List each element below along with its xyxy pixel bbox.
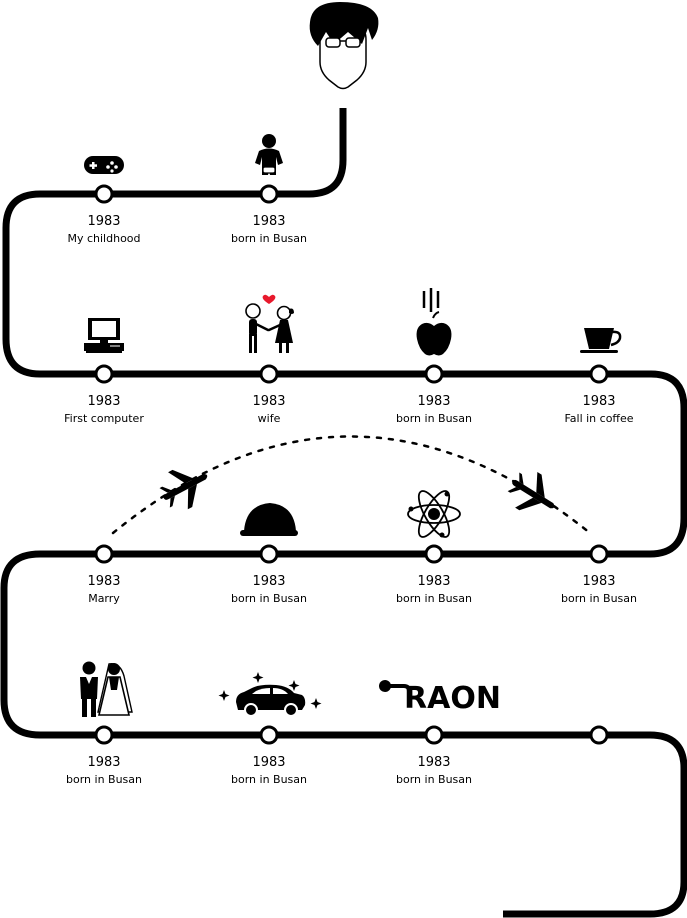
milestone-year: 1983 [417,394,450,409]
apple-icon [416,288,452,356]
milestone-caption: born in Busan [396,592,472,605]
milestone-year: 1983 [252,755,285,770]
milestone-year: 1983 [582,394,615,409]
milestone-year: 1983 [87,755,120,770]
milestone-node [259,364,279,384]
milestone-year: 1983 [252,574,285,589]
baby-icon [255,134,283,175]
milestone-caption: born in Busan [231,773,307,786]
milestone-year: 1983 [417,755,450,770]
milestone-year: 1983 [582,574,615,589]
milestone-caption: My childhood [67,232,140,245]
atom-icon [407,490,461,538]
milestone-caption: born in Busan [231,592,307,605]
milestone-caption: born in Busan [561,592,637,605]
computer-icon [84,318,124,353]
airplane-icon [159,469,208,510]
milestone-caption: born in Busan [66,773,142,786]
milestone-node [424,725,444,745]
milestone-year: 1983 [87,394,120,409]
milestone-caption: Fall in coffee [564,412,633,425]
milestone-node [589,364,609,384]
milestone-node [94,544,114,564]
milestone-node [94,725,114,745]
gamepad-icon [84,156,124,174]
milestone-year: 1983 [87,574,120,589]
milestone-node [94,184,114,204]
milestone-node [424,544,444,564]
milestone-node [589,725,609,745]
avatar-icon [309,2,379,90]
milestone-caption: First computer [64,412,144,425]
airplane-icon [507,471,555,511]
milestone-caption: born in Busan [396,412,472,425]
milestone-node [259,725,279,745]
milestones-layer: 1983 born in Busan 1983 My childhood 1983 Fir… [64,184,637,786]
milestone-node [589,544,609,564]
milestone-node [259,544,279,564]
milestone-node [259,184,279,204]
milestone-node [424,364,444,384]
milestone-year: 1983 [87,214,120,229]
milestone-caption: born in Busan [396,773,472,786]
milestone-node [94,364,114,384]
wedding-couple-icon [80,661,133,717]
couple-icon [245,294,294,353]
coffee-cup-icon [580,328,622,353]
milestone-caption: born in Busan [231,232,307,245]
car-icon [218,672,322,717]
timeline-road [0,108,687,918]
milestone-year: 1983 [252,394,285,409]
heart-icon [262,294,276,304]
raon-logo-text: RAON [404,681,501,716]
helmet-icon [240,503,298,536]
milestone-year: 1983 [417,574,450,589]
milestone-caption: wife [258,412,281,425]
milestone-year: 1983 [252,214,285,229]
milestone-caption: Marry [88,592,120,605]
raon-logo-icon: RAON [379,680,501,716]
